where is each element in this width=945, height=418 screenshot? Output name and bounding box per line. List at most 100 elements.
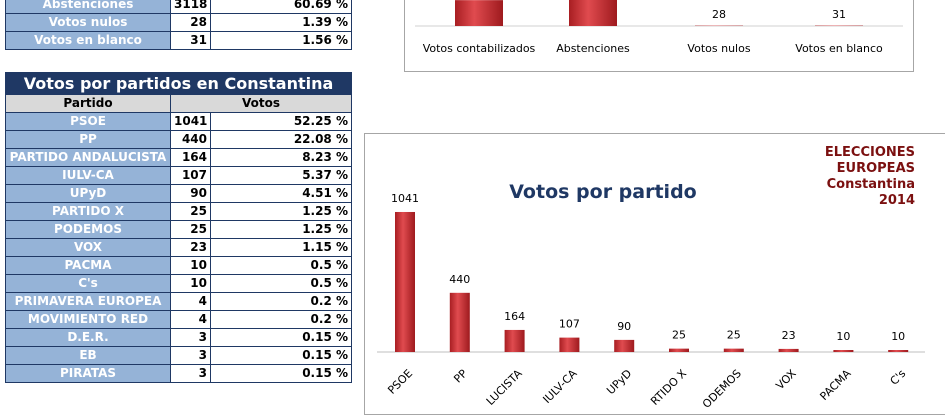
row-label: PARTIDO ANDALUCISTA	[6, 149, 171, 167]
row-votes: 3	[171, 347, 211, 365]
bar	[395, 212, 415, 352]
row-label: Votos nulos	[6, 14, 171, 32]
row-label: PODEMOS	[6, 221, 171, 239]
bar	[455, 0, 503, 26]
row-label: PACMA	[6, 257, 171, 275]
row-votes: 31	[171, 32, 211, 50]
tick-label: PP	[451, 367, 470, 386]
row-votes: 23	[171, 239, 211, 257]
row-label: MOVIMIENTO RED	[6, 311, 171, 329]
row-votes: 25	[171, 203, 211, 221]
row-votes: 440	[171, 131, 211, 149]
chart-title: Votos por partido	[509, 181, 696, 203]
row-pct: 0.5 %	[211, 275, 352, 293]
row-label: PRIMAVERA EUROPEA	[6, 293, 171, 311]
row-pct: 4.51 %	[211, 185, 352, 203]
data-label: 10	[836, 330, 850, 343]
row-votes: 3	[171, 365, 211, 383]
data-label: 1041	[391, 192, 419, 205]
row-votes: 10	[171, 257, 211, 275]
row-votes: 164	[171, 149, 211, 167]
row-votes: 10	[171, 275, 211, 293]
row-votes: 4	[171, 311, 211, 329]
row-label: C's	[6, 275, 171, 293]
chart-annotation: Constantina	[827, 177, 915, 192]
row-votes: 3	[171, 329, 211, 347]
bar	[724, 349, 744, 352]
row-votes: 3118	[171, 0, 211, 14]
row-pct: 0.5 %	[211, 257, 352, 275]
bar	[669, 349, 689, 352]
tick-label: Abstenciones	[556, 42, 630, 55]
row-label: EB	[6, 347, 171, 365]
bar	[779, 349, 799, 352]
party-table: Votos por partidos en Constantina Partid…	[5, 72, 352, 383]
bar	[614, 340, 634, 352]
data-label: 31	[832, 8, 846, 21]
data-label: 10	[891, 330, 905, 343]
data-label: 28	[712, 8, 726, 21]
tick-label: IULV-CA	[540, 367, 579, 406]
data-label: 90	[617, 320, 631, 333]
bar	[569, 0, 617, 26]
tick-label: Votos nulos	[687, 42, 750, 55]
row-votes: 1041	[171, 113, 211, 131]
row-votes: 4	[171, 293, 211, 311]
data-label: 25	[672, 329, 686, 342]
row-pct: 1.39 %	[211, 14, 352, 32]
bar	[450, 293, 470, 352]
tick-label: C's	[888, 367, 909, 388]
bar	[559, 338, 579, 352]
row-pct: 22.08 %	[211, 131, 352, 149]
row-label: VOX	[6, 239, 171, 257]
tick-label: RTIDO X	[648, 367, 689, 408]
tick-label: PACMA	[817, 367, 853, 403]
chart-annotation: 2014	[879, 193, 915, 208]
row-label: UPyD	[6, 185, 171, 203]
row-label: PIRATAS	[6, 365, 171, 383]
row-pct: 1.25 %	[211, 221, 352, 239]
row-votes: 28	[171, 14, 211, 32]
data-label: 25	[727, 329, 741, 342]
chart-annotation: EUROPEAS	[837, 161, 915, 176]
chart-annotation: ELECCIONES	[825, 145, 915, 160]
data-label: 440	[449, 273, 470, 286]
row-pct: 60.69 %	[211, 0, 352, 14]
row-pct: 0.15 %	[211, 329, 352, 347]
row-pct: 0.2 %	[211, 311, 352, 329]
row-votes: 25	[171, 221, 211, 239]
row-pct: 8.23 %	[211, 149, 352, 167]
tick-label: LUCISTA	[484, 367, 525, 408]
row-label: D.E.R.	[6, 329, 171, 347]
tick-label: UPyD	[604, 367, 634, 397]
row-label: PP	[6, 131, 171, 149]
row-label: Votos en blanco	[6, 32, 171, 50]
row-votes: 90	[171, 185, 211, 203]
data-label: 107	[559, 318, 580, 331]
tick-label: Votos en blanco	[795, 42, 883, 55]
row-label: PARTIDO X	[6, 203, 171, 221]
row-pct: 0.15 %	[211, 365, 352, 383]
col-header-party: Partido	[6, 95, 171, 113]
row-pct: 1.56 %	[211, 32, 352, 50]
row-label: IULV-CA	[6, 167, 171, 185]
row-pct: 52.25 %	[211, 113, 352, 131]
row-votes: 107	[171, 167, 211, 185]
